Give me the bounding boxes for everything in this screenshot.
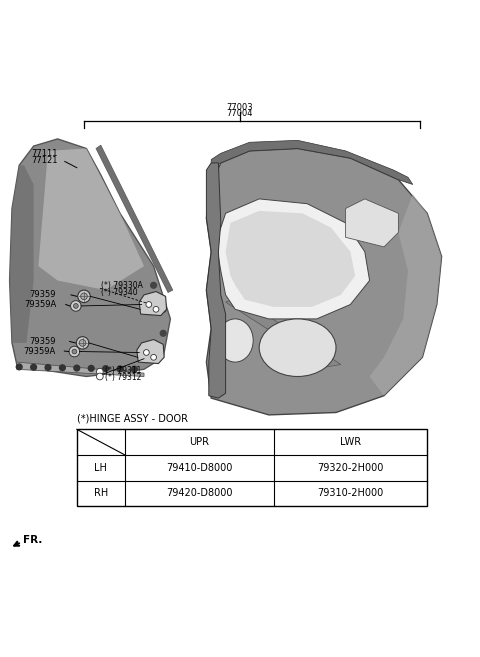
Circle shape [16,364,22,370]
Circle shape [76,336,89,349]
Ellipse shape [217,319,253,362]
Polygon shape [139,292,167,315]
Polygon shape [38,148,144,290]
Text: 79420-D8000: 79420-D8000 [166,488,232,498]
Circle shape [151,354,156,360]
Polygon shape [346,199,398,247]
Circle shape [78,290,90,303]
Text: 77004: 77004 [227,109,253,118]
Polygon shape [226,298,341,367]
Text: 77121: 77121 [31,156,58,166]
Text: UPR: UPR [189,437,209,447]
Circle shape [73,304,78,308]
Circle shape [160,330,166,336]
Circle shape [160,306,166,312]
Polygon shape [17,362,144,376]
Circle shape [156,354,161,360]
Circle shape [72,349,77,354]
Text: 79359: 79359 [30,290,56,300]
Text: 79359: 79359 [29,337,55,346]
Polygon shape [226,211,355,307]
Text: 79310-2H000: 79310-2H000 [317,488,384,498]
Polygon shape [10,166,34,343]
Polygon shape [10,139,170,376]
Circle shape [74,365,80,371]
Circle shape [151,283,156,288]
Polygon shape [96,145,173,292]
Text: RH: RH [94,488,108,498]
Circle shape [132,367,137,372]
Text: 77111: 77111 [31,149,58,158]
Text: (*) 79311: (*) 79311 [105,366,141,374]
Text: (*) 79340: (*) 79340 [101,288,137,297]
Circle shape [96,373,103,380]
Ellipse shape [259,319,336,376]
Circle shape [144,350,149,355]
Text: (*) 79312: (*) 79312 [105,373,141,382]
Circle shape [69,346,80,357]
Text: 79320-2H000: 79320-2H000 [317,463,384,472]
Circle shape [71,301,81,311]
Polygon shape [206,163,226,398]
Text: 77003: 77003 [227,102,253,112]
Polygon shape [216,199,370,319]
Circle shape [153,306,159,312]
Circle shape [117,366,123,372]
Circle shape [79,340,86,346]
Circle shape [45,365,51,371]
Text: FR.: FR. [23,535,42,545]
Text: LH: LH [95,463,107,472]
Polygon shape [370,194,442,396]
Circle shape [88,365,94,371]
Circle shape [81,293,87,300]
Circle shape [96,369,103,375]
Circle shape [31,365,36,370]
Circle shape [103,366,108,371]
Text: 79359A: 79359A [23,346,55,355]
Polygon shape [206,148,442,415]
Polygon shape [137,340,164,363]
Text: (*) 79330A: (*) 79330A [101,281,143,290]
Text: 79359A: 79359A [24,300,56,309]
Text: 79410-D8000: 79410-D8000 [166,463,232,472]
Text: LWR: LWR [340,437,361,447]
Circle shape [60,365,65,371]
Polygon shape [211,141,413,185]
Text: (*)HINGE ASSY - DOOR: (*)HINGE ASSY - DOOR [77,413,188,424]
Circle shape [146,302,152,307]
Bar [77,429,427,506]
